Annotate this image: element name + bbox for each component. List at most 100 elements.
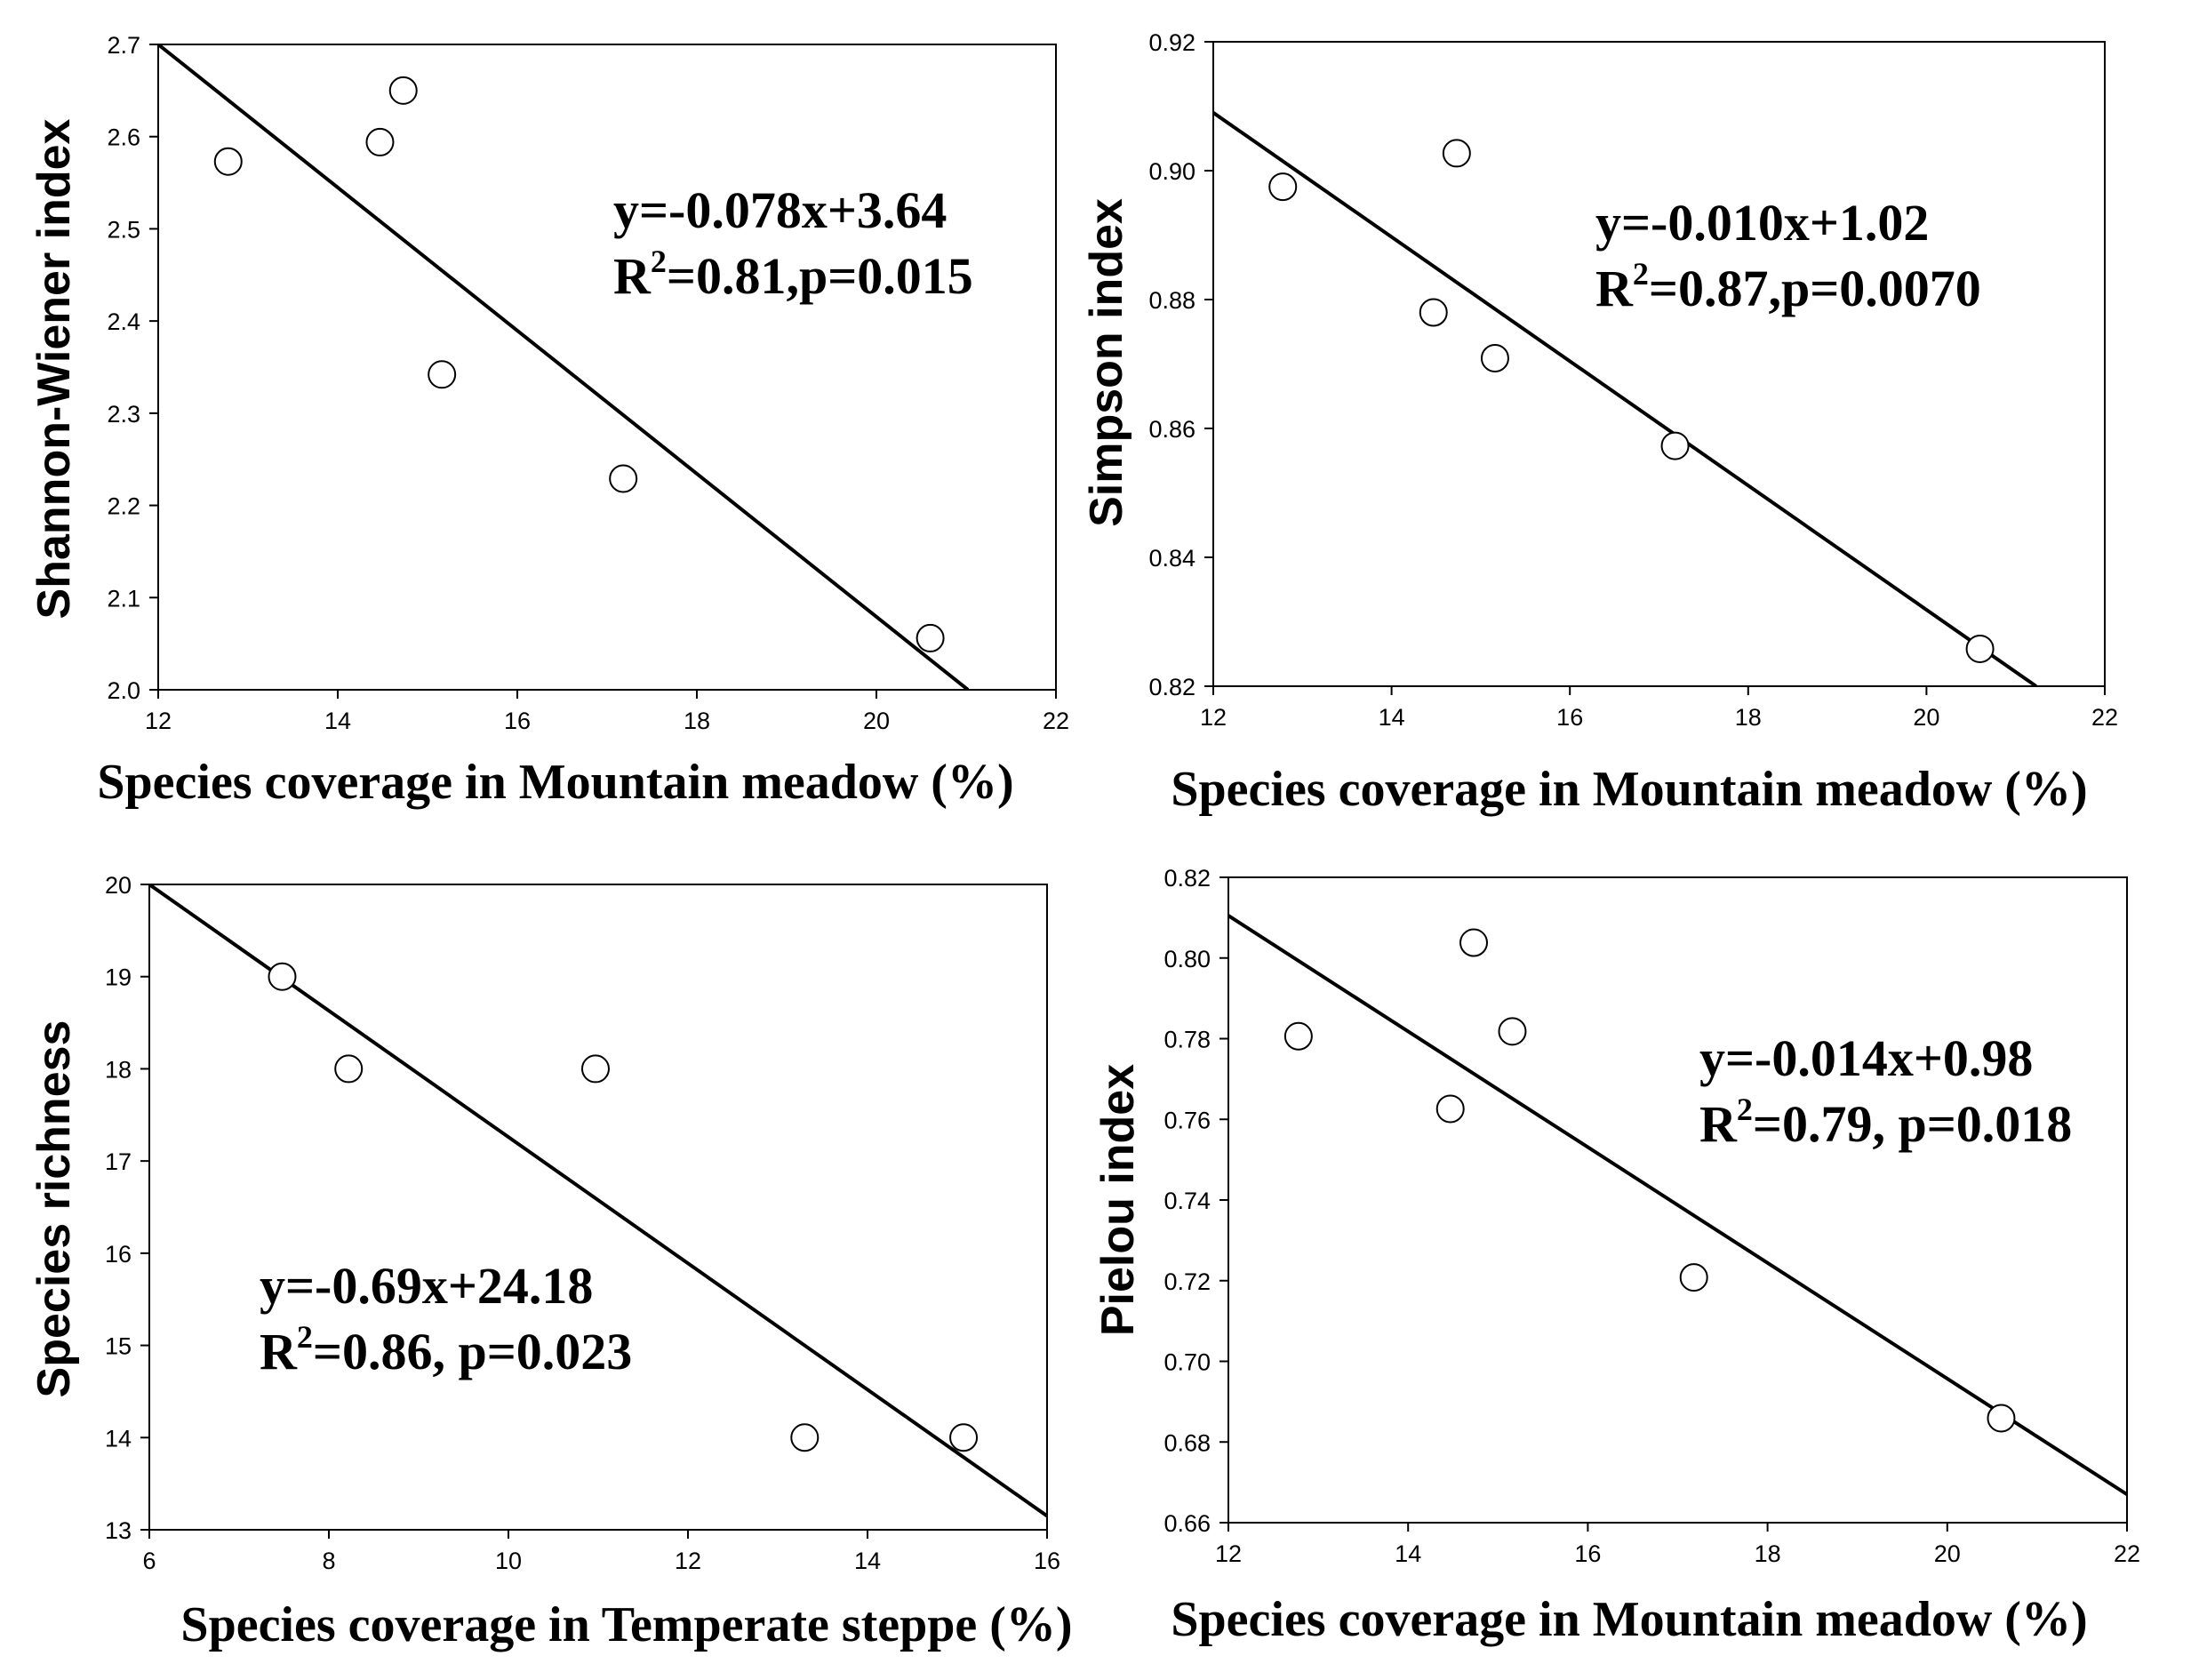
x-tick-label: 18: [1735, 704, 1762, 731]
data-point: [388, 76, 418, 105]
regression-line: [149, 884, 1047, 1518]
data-point: [213, 147, 243, 176]
x-axis-label: Species coverage in Temperate steppe (%): [180, 1597, 1072, 1652]
y-tick-label: 0.66: [1163, 1510, 1211, 1537]
r-squared-p-value: R2=0.79, p=0.018: [1699, 1092, 2072, 1153]
y-tick-label: 0.90: [1148, 158, 1195, 185]
regression-equation: y=-0.69x+24.18: [260, 1257, 593, 1315]
x-tick-label: 16: [1034, 1548, 1060, 1574]
regression-equation: y=-0.014x+0.98: [1699, 1029, 2033, 1087]
data-point: [916, 623, 945, 652]
y-tick-label: 2.5: [107, 216, 140, 243]
data-point: [1660, 431, 1690, 460]
y-tick-label: 0.82: [1163, 865, 1211, 892]
y-tick-label: 16: [105, 1241, 132, 1268]
regression-line: [158, 44, 970, 690]
r-squared-p-value: R2=0.87,p=0.0070: [1595, 256, 1981, 317]
y-tick-label: 0.68: [1163, 1429, 1211, 1456]
data-point: [1498, 1017, 1527, 1046]
x-tick-label: 18: [684, 708, 710, 734]
y-tick-label: 2.6: [107, 124, 140, 151]
x-tick-label: 12: [1200, 704, 1227, 731]
y-tick-label: 13: [105, 1517, 132, 1544]
data-point: [609, 464, 638, 493]
y-tick-label: 0.80: [1163, 946, 1211, 972]
y-tick-label: 0.82: [1148, 674, 1195, 700]
x-axis-label: Species coverage in Mountain meadow (%): [97, 755, 1013, 810]
y-tick-label: 0.70: [1163, 1349, 1211, 1376]
data-point: [1459, 928, 1489, 957]
data-point: [1987, 1404, 2016, 1433]
data-point: [365, 127, 395, 156]
x-tick-label: 12: [1215, 1540, 1242, 1567]
y-axis-label: Species richness: [28, 1020, 80, 1398]
x-tick-label: 10: [495, 1548, 522, 1574]
y-tick-label: 19: [105, 964, 132, 991]
y-tick-label: 0.78: [1163, 1027, 1211, 1053]
regression-equation: y=-0.010x+1.02: [1595, 194, 1929, 252]
panel-0-marks: 12 14 16 18 20 22 2.0 2.1 2.2 2.3 2.4 2.5 2.6 2.7: [107, 32, 1069, 734]
y-tick-label: 2.2: [107, 493, 140, 520]
y-tick-label: 2.1: [107, 585, 140, 612]
x-tick-label: 14: [1395, 1540, 1421, 1567]
data-point: [949, 1423, 979, 1452]
plot-frame: [148, 884, 1048, 1531]
data-point: [1419, 298, 1448, 327]
data-point: [1283, 1021, 1313, 1051]
x-tick-label: 22: [1043, 708, 1069, 734]
data-point: [1442, 139, 1471, 168]
x-tick-label: 12: [675, 1548, 701, 1574]
data-point: [580, 1054, 610, 1084]
x-tick-label: 22: [2091, 704, 2118, 731]
y-tick-label: 0.88: [1148, 287, 1195, 314]
x-tick-label: 16: [504, 708, 531, 734]
x-tick-label: 20: [1934, 1540, 1961, 1567]
data-point: [1268, 172, 1298, 202]
y-tick-label: 0.74: [1163, 1188, 1211, 1214]
y-tick-label: 17: [105, 1148, 132, 1175]
panel-3-marks: 12 14 16 18 20 22 0.66 0.68 0.70 0.72 0.74 0.76 0.78…: [1163, 865, 2140, 1567]
data-point: [1480, 343, 1509, 372]
panel-1-marks: 12 14 16 18 20 22 0.82 0.84 0.86 0.88 0.90 0.92: [1148, 29, 2118, 731]
panel-2-marks: 6 8 10 12 14 16 13 14 15 16 17 18 19 20: [105, 872, 1060, 1574]
x-axis-label: Species coverage in Mountain meadow (%): [1171, 762, 2087, 817]
y-tick-label: 0.86: [1148, 416, 1195, 443]
y-axis-label: Pielou index: [1092, 1064, 1144, 1336]
x-tick-label: 20: [863, 708, 890, 734]
data-point: [428, 360, 457, 389]
y-tick-label: 2.7: [107, 32, 140, 59]
r-squared-p-value: R2=0.86, p=0.023: [260, 1319, 632, 1380]
x-tick-label: 6: [142, 1548, 156, 1574]
regression-line: [1228, 914, 2127, 1496]
y-tick-label: 18: [105, 1056, 132, 1083]
data-point: [790, 1423, 820, 1452]
x-tick-label: 12: [145, 708, 172, 734]
data-point: [1679, 1263, 1708, 1292]
plot-frame: [1212, 41, 2106, 687]
x-tick-label: 16: [1574, 1540, 1601, 1567]
y-tick-label: 0.92: [1148, 29, 1195, 56]
x-tick-label: 14: [854, 1548, 881, 1574]
y-tick-label: 2.3: [107, 401, 140, 428]
x-axis-label: Species coverage in Mountain meadow (%): [1171, 1592, 2087, 1647]
panel-shannon-wiener: 12 14 16 18 20 22 2.0 2.1 2.2 2.3 2.4 2.5 2.6 2.7 y=-…: [28, 32, 1069, 810]
data-point: [334, 1054, 364, 1084]
r-squared-p-value: R2=0.81,p=0.015: [613, 244, 973, 305]
regression-equation: y=-0.078x+3.64: [613, 181, 947, 239]
plot-frame: [157, 44, 1057, 691]
panel-species-richness: 6 8 10 12 14 16 13 14 15 16 17 18 19 20 y=-0.69x+24.1…: [28, 872, 1073, 1652]
y-tick-label: 15: [105, 1333, 132, 1360]
x-tick-label: 14: [1379, 704, 1405, 731]
y-tick-label: 20: [105, 872, 132, 899]
y-axis-label: Simpson index: [1081, 198, 1132, 527]
x-tick-label: 22: [2114, 1540, 2140, 1567]
panel-simpson: 12 14 16 18 20 22 0.82 0.84 0.86 0.88 0.90 0.92 y=-…: [1081, 29, 2118, 817]
y-tick-label: 2.4: [107, 308, 140, 335]
x-tick-label: 16: [1556, 704, 1583, 731]
y-tick-label: 14: [105, 1425, 132, 1452]
data-point: [268, 962, 297, 991]
x-tick-label: 18: [1755, 1540, 1781, 1567]
y-tick-label: 0.84: [1148, 545, 1195, 572]
regression-line: [1213, 111, 2037, 686]
x-tick-label: 20: [1913, 704, 1939, 731]
